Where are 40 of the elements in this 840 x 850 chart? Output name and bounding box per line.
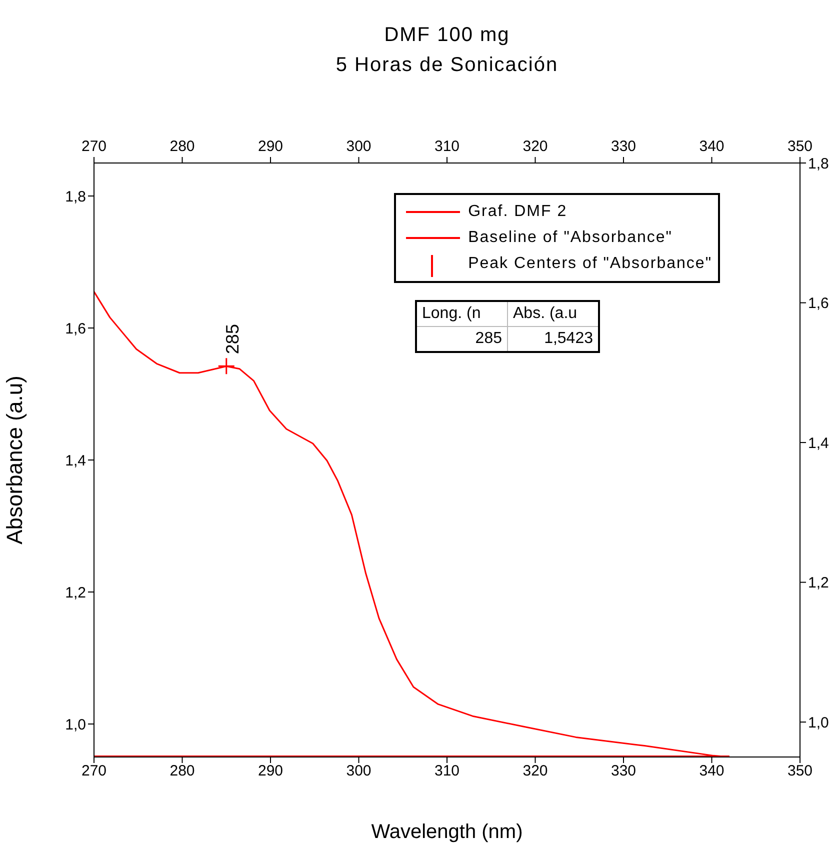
legend-label: Baseline of "Absorbance" [468, 229, 672, 247]
x2-tick-label: 280 [170, 138, 195, 155]
x2-tick-label: 290 [258, 138, 284, 155]
x-axis-title: Wavelength (nm) [371, 821, 523, 843]
y-tick-label: 1,4 [65, 452, 86, 470]
x-tick-label: 290 [258, 762, 284, 780]
x2-tick-label: 350 [787, 138, 813, 155]
y-tick-label: 1,2 [65, 584, 86, 602]
y2-tick-label: 1,0 [808, 714, 829, 732]
legend-label: Graf. DMF 2 [468, 203, 568, 221]
annotation: 1,5423 [508, 326, 599, 352]
annotation: 285 [416, 326, 508, 352]
x2-tick-label: 340 [699, 138, 724, 155]
y-tick-label: 1,8 [65, 188, 86, 206]
annotation: Long. (n [416, 301, 508, 326]
x2-tick-label: 320 [522, 138, 548, 155]
x-tick-label: 310 [434, 762, 460, 780]
annotation: Abs. (a.u [508, 301, 599, 326]
x2-tick-label: 270 [81, 138, 107, 155]
y-tick-label: 1,6 [65, 320, 86, 338]
x2-tick-label: 300 [346, 138, 372, 155]
y2-tick-label: 1,4 [808, 434, 829, 452]
x-tick-label: 280 [170, 762, 195, 780]
y2-tick-label: 1,2 [808, 574, 829, 592]
x-tick-label: 300 [346, 762, 372, 780]
y-tick-label: 1,0 [65, 716, 86, 734]
x2-tick-label: 330 [610, 138, 636, 155]
x-tick-label: 320 [522, 762, 548, 780]
x-tick-label: 330 [610, 762, 636, 780]
x-tick-label: 270 [81, 762, 107, 780]
y-axis-title: Absorbance (a.u) [2, 376, 27, 544]
x-tick-label: 340 [699, 762, 724, 780]
x-tick-label: 350 [787, 762, 813, 780]
chart-subtitle: 5 Horas de Sonicación [334, 53, 560, 78]
chart-title: DMF 100 mg [383, 23, 511, 48]
y2-tick-label: 1,6 [808, 295, 829, 312]
x2-tick-label: 310 [434, 138, 460, 155]
y2-tick-label: 1,8 [808, 155, 829, 172]
annotation: 285 [222, 324, 242, 354]
legend-label: Peak Centers of "Absorbance" [468, 255, 712, 273]
